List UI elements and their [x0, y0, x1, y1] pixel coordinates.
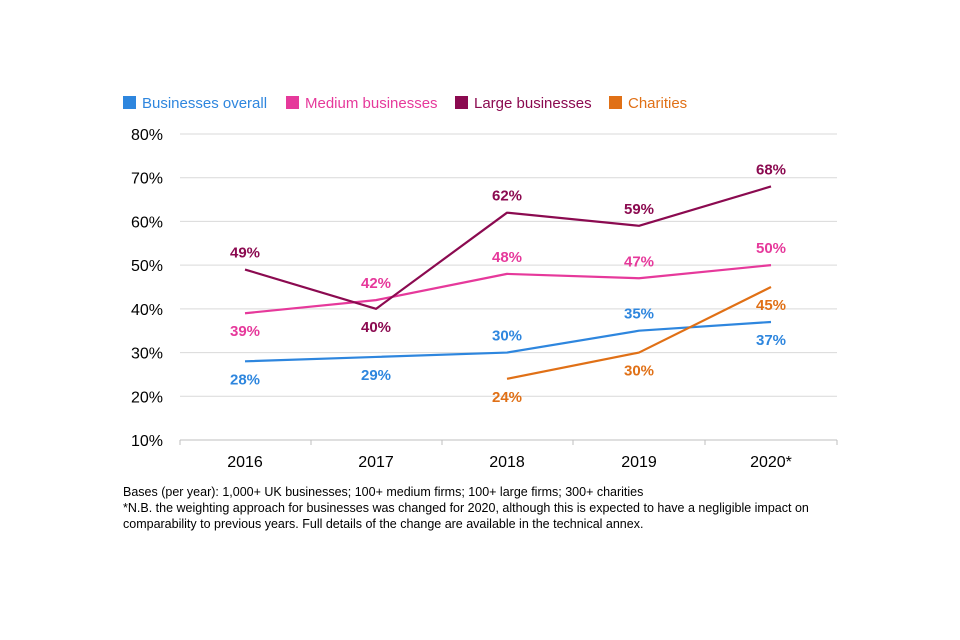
series-line	[244, 320, 772, 363]
data-label: 47%	[624, 253, 654, 270]
legend-entry: Businesses overall	[142, 95, 267, 112]
data-label: 45%	[756, 297, 786, 314]
chart-legend: Businesses overall Medium businesses Large…	[123, 95, 687, 112]
y-axis: 10% 20% 30% 40% 50% 60% 70% 80%	[131, 127, 163, 450]
data-label: 24%	[492, 389, 522, 406]
data-label: 48%	[492, 249, 522, 266]
x-tick-label: 2016	[227, 454, 263, 471]
bases-note: Bases (per year): 1,000+ UK businesses; …	[123, 485, 644, 499]
weighting-note: *N.B. the weighting approach for busines…	[123, 501, 809, 531]
legend-swatch	[123, 96, 136, 109]
data-label: 49%	[230, 245, 260, 262]
data-label: 35%	[624, 306, 654, 323]
y-tick-label: 60%	[131, 214, 163, 231]
legend-entry: Medium businesses	[305, 95, 438, 112]
data-label: 42%	[361, 275, 391, 292]
data-labels: 28% 29% 30% 35% 37% 39% 42% 48% 47% 50% 49% 40% 62% 5…	[230, 161, 786, 405]
series-lines	[244, 185, 772, 380]
x-tick-label: 2018	[489, 454, 525, 471]
data-label: 50%	[756, 240, 786, 257]
legend-swatch	[609, 96, 622, 109]
data-label: 30%	[492, 328, 522, 345]
y-tick-label: 80%	[131, 127, 163, 144]
data-label: 39%	[230, 323, 260, 340]
data-label: 68%	[756, 161, 786, 178]
data-label: 59%	[624, 201, 654, 218]
x-tick-label: 2017	[358, 454, 394, 471]
data-label: 40%	[361, 319, 391, 336]
y-tick-label: 10%	[131, 433, 163, 450]
series-line	[244, 185, 772, 310]
series-line	[244, 264, 772, 315]
legend-swatch	[455, 96, 468, 109]
y-tick-label: 50%	[131, 258, 163, 275]
y-tick-label: 70%	[131, 171, 163, 188]
data-label: 37%	[756, 332, 786, 349]
legend-entry: Large businesses	[474, 95, 592, 112]
x-tick-label: 2019	[621, 454, 657, 471]
y-tick-label: 20%	[131, 389, 163, 406]
x-tick-label: 2020*	[750, 454, 792, 471]
legend-entry: Charities	[628, 95, 687, 112]
data-label: 29%	[361, 367, 391, 384]
data-label: 28%	[230, 371, 260, 388]
y-tick-label: 30%	[131, 346, 163, 363]
legend-swatch	[286, 96, 299, 109]
data-label: 30%	[624, 363, 654, 380]
chart-footnotes: Bases (per year): 1,000+ UK businesses; …	[123, 484, 853, 532]
y-tick-label: 40%	[131, 302, 163, 319]
data-label: 62%	[492, 188, 522, 205]
line-chart: Businesses overall Medium businesses Large…	[123, 95, 838, 471]
x-axis: 2016 2017 2018 2019 2020*	[179, 440, 838, 471]
series-line	[506, 286, 772, 380]
